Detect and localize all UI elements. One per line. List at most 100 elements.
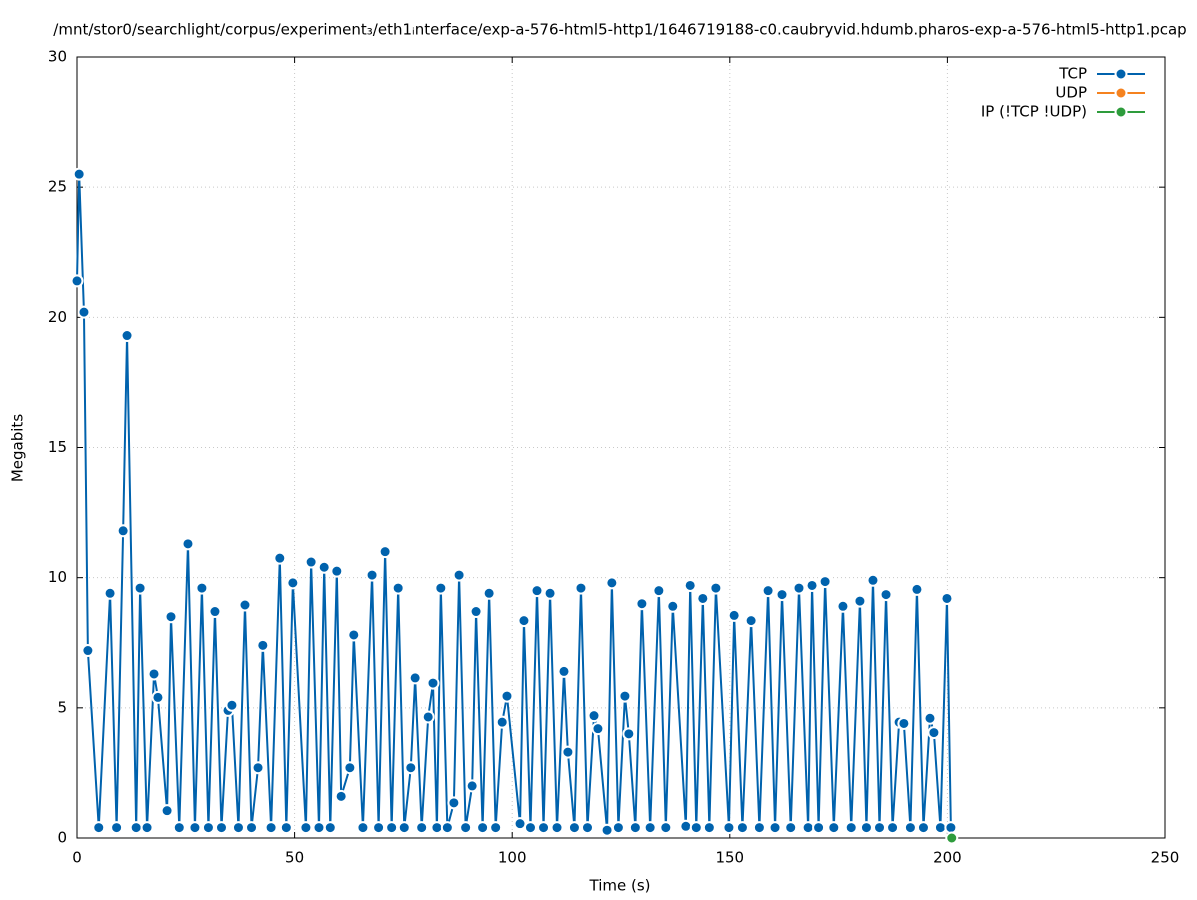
data-point [689,821,703,835]
data-point [927,726,941,740]
data-point [827,821,841,835]
data-point [580,821,594,835]
y-tick-label: 15 [48,438,67,456]
data-point [489,821,503,835]
data-point [923,711,937,725]
data-point [600,823,614,837]
y-tick-label: 25 [48,178,67,196]
data-point [151,690,165,704]
y-tick-label: 20 [48,308,67,326]
data-point [103,586,117,600]
data-point [702,821,716,835]
data-point [426,676,440,690]
data-point [164,610,178,624]
data-point [792,581,806,595]
legend-label: IP (!TCP !UDP) [981,103,1087,121]
data-point [618,689,632,703]
data-point [356,821,370,835]
y-tick-label: 0 [57,829,67,847]
x-tick-label: 200 [933,849,962,867]
data-point [323,821,337,835]
x-tick-label: 150 [715,849,744,867]
data-point [225,698,239,712]
data-point [853,594,867,608]
data-point [903,821,917,835]
data-point [805,578,819,592]
data-point [92,821,106,835]
data-point [347,628,361,642]
plot-frame [76,56,1166,839]
data-point [628,821,642,835]
data-point [543,586,557,600]
legend-marker [1114,67,1128,81]
data-point [304,555,318,569]
data-point [784,821,798,835]
data-point [208,605,222,619]
data-point [812,821,826,835]
data-point [495,715,509,729]
data-point [72,167,86,181]
data-point [408,671,422,685]
data-point [245,821,259,835]
data-point [256,638,270,652]
data-point [801,821,815,835]
data-point [476,821,490,835]
data-point [933,821,947,835]
data-point [517,614,531,628]
data-point [605,576,619,590]
data-point [385,821,399,835]
data-point [659,821,673,835]
data-point [916,821,930,835]
data-point [214,821,228,835]
data-point [77,305,91,319]
data-point [735,821,749,835]
data-point [635,597,649,611]
data-point [238,598,252,612]
data-point [523,821,537,835]
data-point [378,545,392,559]
data-point [120,329,134,343]
data-point [482,586,496,600]
data-point [775,588,789,602]
data-point [434,581,448,595]
data-point [768,821,782,835]
data-point [459,821,473,835]
data-point [537,821,551,835]
data-point [70,274,84,288]
data-point [574,581,588,595]
y-tick-label: 10 [48,568,67,586]
data-point [500,689,514,703]
data-point [873,821,887,835]
data-point [709,581,723,595]
data-point [81,644,95,658]
data-point [116,524,130,538]
legend-label: UDP [1055,84,1087,102]
data-point [897,716,911,730]
y-tick-label: 30 [48,48,67,66]
x-tick-label: 50 [285,849,304,867]
data-point [365,568,379,582]
y-tick-label: 5 [57,698,67,716]
data-point [722,821,736,835]
data-point [567,821,581,835]
data-point [160,804,174,818]
data-point [622,727,636,741]
data-point [129,821,143,835]
data-point [147,667,161,681]
data-point [879,588,893,602]
data-point [415,821,429,835]
data-point [683,578,697,592]
data-point [195,581,209,595]
data-point [330,564,344,578]
legend-marker [1114,105,1128,119]
data-point [465,779,479,793]
data-point [530,584,544,598]
data-point [886,821,900,835]
data-point [866,573,880,587]
data-point [591,722,605,736]
data-point [469,605,483,619]
data-point [273,551,287,565]
data-point [727,608,741,622]
data-point [440,821,454,835]
